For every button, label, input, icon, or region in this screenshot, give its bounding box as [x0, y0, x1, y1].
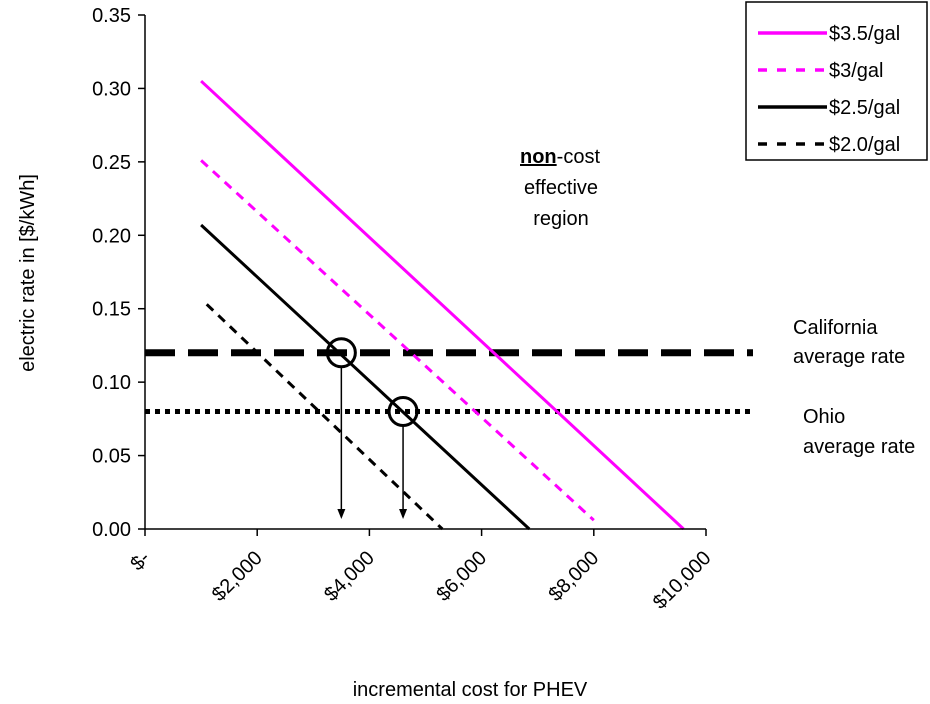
ohio-label-line1: Ohio: [803, 406, 845, 428]
region-label-line1: non-cost: [520, 146, 600, 168]
series-line: [200, 223, 531, 531]
y-tick-label: 0.25: [92, 152, 131, 174]
legend-box: [745, 1, 928, 161]
x-tick-label: $4,000: [320, 547, 379, 606]
y-tick-label: 0.35: [92, 5, 131, 27]
california-annotation: California average rate: [793, 317, 905, 368]
x-axis-title: incremental cost for PHEV: [353, 679, 588, 701]
y-axis-title: electric rate in [$/kWh]: [17, 174, 39, 372]
y-tick-label: 0.10: [92, 372, 131, 394]
arrow-head: [399, 509, 408, 519]
legend-label: $2.0/gal: [829, 134, 900, 156]
y-tick-label: 0.05: [92, 446, 131, 468]
arrow-head: [337, 509, 346, 519]
intersection-markers: [325, 337, 419, 519]
region-label-line2: effective: [524, 177, 598, 199]
legend: $3.5/gal $3/gal $2.5/gal $2.0/gal: [745, 1, 928, 161]
x-tick-label: $10,000: [649, 547, 716, 614]
series-line: [200, 159, 595, 522]
legend-label: $3/gal: [829, 60, 884, 82]
region-label-rest: -cost: [557, 146, 601, 168]
series-line: [200, 79, 685, 531]
california-label-line2: average rate: [793, 346, 905, 368]
ohio-annotation: Ohio average rate: [803, 406, 915, 458]
x-tick-label: $8,000: [545, 547, 604, 606]
y-tick-label: 0.15: [92, 299, 131, 321]
ohio-label-line2: average rate: [803, 436, 915, 458]
x-tick-label: $6,000: [432, 547, 491, 606]
y-tick-label: 0.30: [92, 78, 131, 100]
series-lines: [200, 79, 685, 531]
y-tick-label: 0.00: [92, 519, 131, 541]
legend-label: $3.5/gal: [829, 23, 900, 45]
region-label-bold: non: [520, 146, 557, 168]
california-label-line1: California: [793, 317, 878, 339]
region-label-line3: region: [533, 208, 589, 230]
y-tick-label: 0.20: [92, 225, 131, 247]
x-tick-label: $2,000: [208, 547, 267, 606]
x-tick-label: $-: [126, 547, 154, 575]
series-line: [205, 303, 444, 531]
legend-label: $2.5/gal: [829, 97, 900, 119]
tick-labels: 0.00 0.05 0.10 0.15 0.20 0.25 0.30 0.35 $- $2,000…: [92, 5, 715, 614]
reference-lines: [145, 349, 753, 415]
axes: [138, 14, 707, 536]
region-annotation: non-cost effective region: [520, 146, 600, 230]
